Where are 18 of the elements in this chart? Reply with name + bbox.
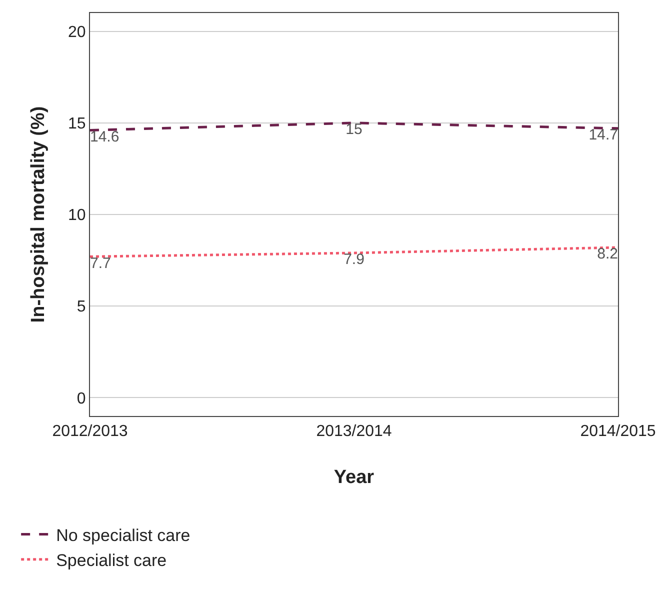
- data-label: 7.9: [344, 251, 364, 268]
- y-axis-title: In-hospital mortality (%): [28, 106, 49, 323]
- data-label: 14.7: [588, 126, 618, 144]
- data-label: 7.7: [90, 254, 111, 272]
- data-label: 8.2: [597, 246, 618, 263]
- data-label: 15: [346, 121, 362, 138]
- y-tick-label: 0: [76, 390, 86, 408]
- y-tick-label: 20: [68, 24, 86, 41]
- y-tick-label: 5: [76, 298, 86, 316]
- y-tick-label: 10: [68, 207, 86, 224]
- legend-label: Specialist care: [56, 551, 167, 570]
- y-tick-label: 15: [68, 116, 86, 133]
- x-axis-title: Year: [334, 467, 375, 488]
- x-tick-label: 2013/2014: [316, 423, 392, 440]
- x-tick-label: 2012/2013: [52, 423, 128, 440]
- legend-label: No specialist care: [56, 526, 190, 545]
- x-tick-label: 2014/2015: [580, 423, 656, 440]
- data-label: 14.6: [90, 128, 120, 146]
